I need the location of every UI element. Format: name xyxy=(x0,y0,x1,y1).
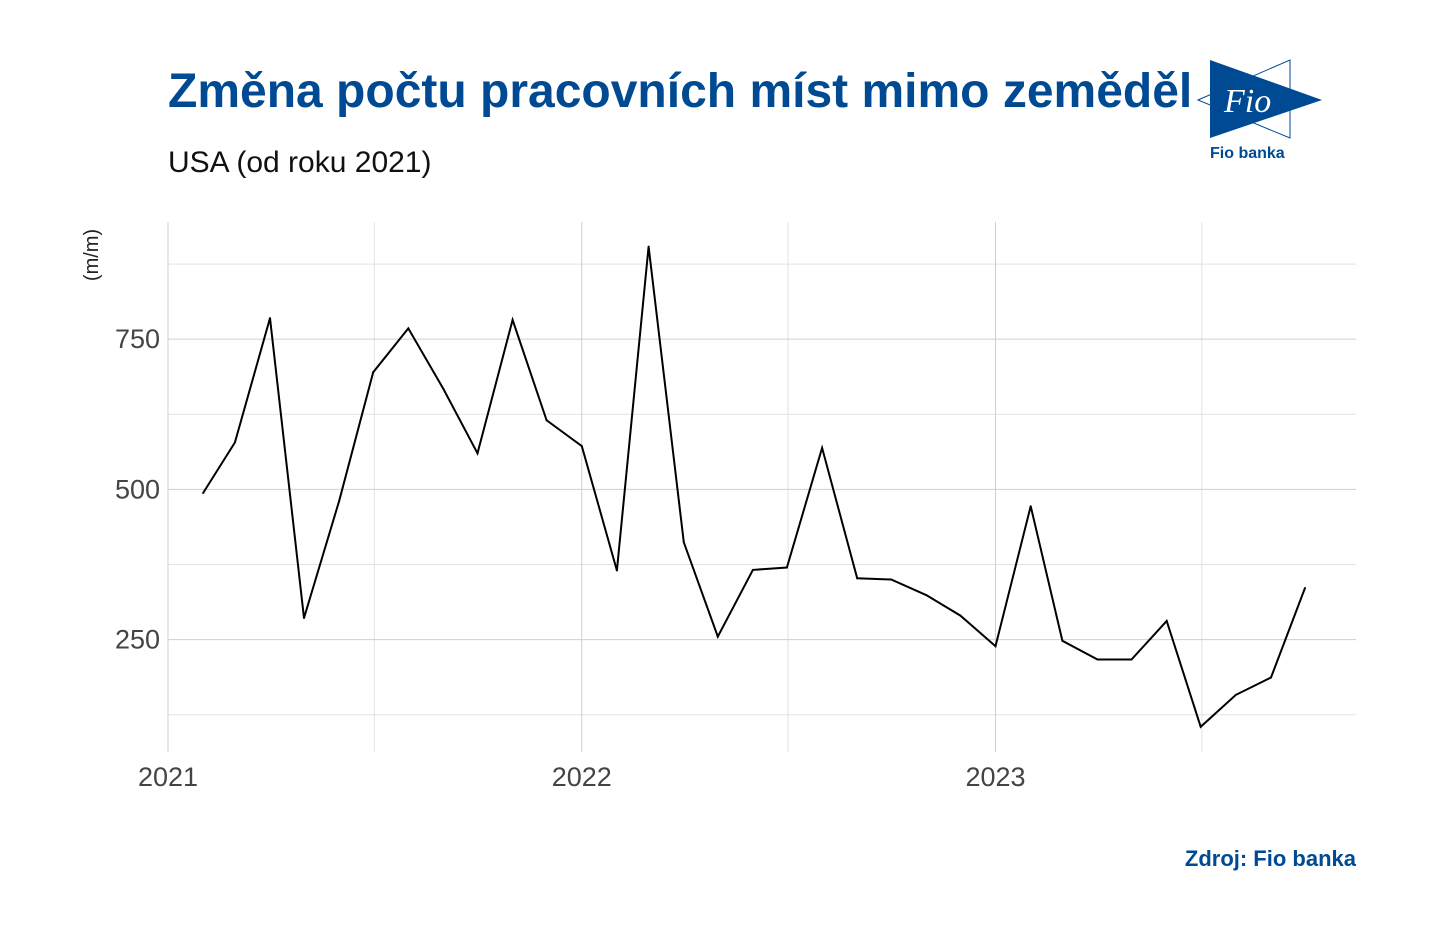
data-point xyxy=(476,452,479,455)
x-tick-label: 2023 xyxy=(965,762,1025,792)
data-point xyxy=(716,635,719,638)
data-point xyxy=(1096,658,1099,661)
data-point xyxy=(615,569,618,572)
data-point xyxy=(407,327,410,330)
data-point xyxy=(1130,658,1133,661)
data-point xyxy=(202,492,205,495)
y-axis-ticks: 250 500 750 xyxy=(115,324,160,654)
data-point xyxy=(647,245,650,248)
data-point xyxy=(1269,676,1272,679)
data-point xyxy=(994,645,997,648)
data-point xyxy=(1061,639,1064,642)
fio-flag-icon: Fio xyxy=(1196,59,1322,139)
data-point xyxy=(959,614,962,617)
data-point xyxy=(785,566,788,569)
data-point xyxy=(1234,693,1237,696)
grid-major xyxy=(167,222,1356,752)
chart-subtitle: USA (od roku 2021) xyxy=(168,146,432,179)
series-line xyxy=(202,246,1306,729)
data-point xyxy=(442,388,445,391)
source-note: Zdroj: Fio banka xyxy=(1184,846,1356,871)
data-points xyxy=(202,245,1306,728)
x-tick-label: 2022 xyxy=(552,762,612,792)
fio-logo-mark: Fio xyxy=(1223,83,1271,120)
data-point xyxy=(338,499,341,502)
y-axis-label: (m/m) xyxy=(81,229,103,281)
data-point xyxy=(511,318,514,321)
y-tick-label: 500 xyxy=(115,474,160,504)
data-point xyxy=(821,446,824,449)
data-point xyxy=(580,445,583,448)
data-point xyxy=(1029,505,1032,508)
data-point xyxy=(925,594,928,597)
data-point xyxy=(372,371,375,374)
y-tick-label: 250 xyxy=(115,625,160,655)
data-point xyxy=(1199,725,1202,728)
y-tick-label: 750 xyxy=(115,324,160,354)
x-tick-label: 2021 xyxy=(138,762,198,792)
grid-minor xyxy=(168,222,1356,752)
data-point xyxy=(1303,586,1306,589)
x-axis-ticks: 2021 2022 2023 xyxy=(138,762,1026,792)
chart-title: Změna počtu pracovních míst mimo zeměděl… xyxy=(168,65,1275,118)
data-point xyxy=(545,419,548,422)
data-point xyxy=(269,317,272,320)
data-point xyxy=(1165,620,1168,623)
fio-logo: Fio xyxy=(1190,58,1330,168)
data-point xyxy=(682,541,685,544)
data-point xyxy=(856,577,859,580)
data-point xyxy=(303,616,306,619)
data-point xyxy=(751,568,754,571)
data-point xyxy=(233,441,236,444)
data-point xyxy=(890,578,893,581)
fio-logo-name: Fio banka xyxy=(1210,145,1285,162)
